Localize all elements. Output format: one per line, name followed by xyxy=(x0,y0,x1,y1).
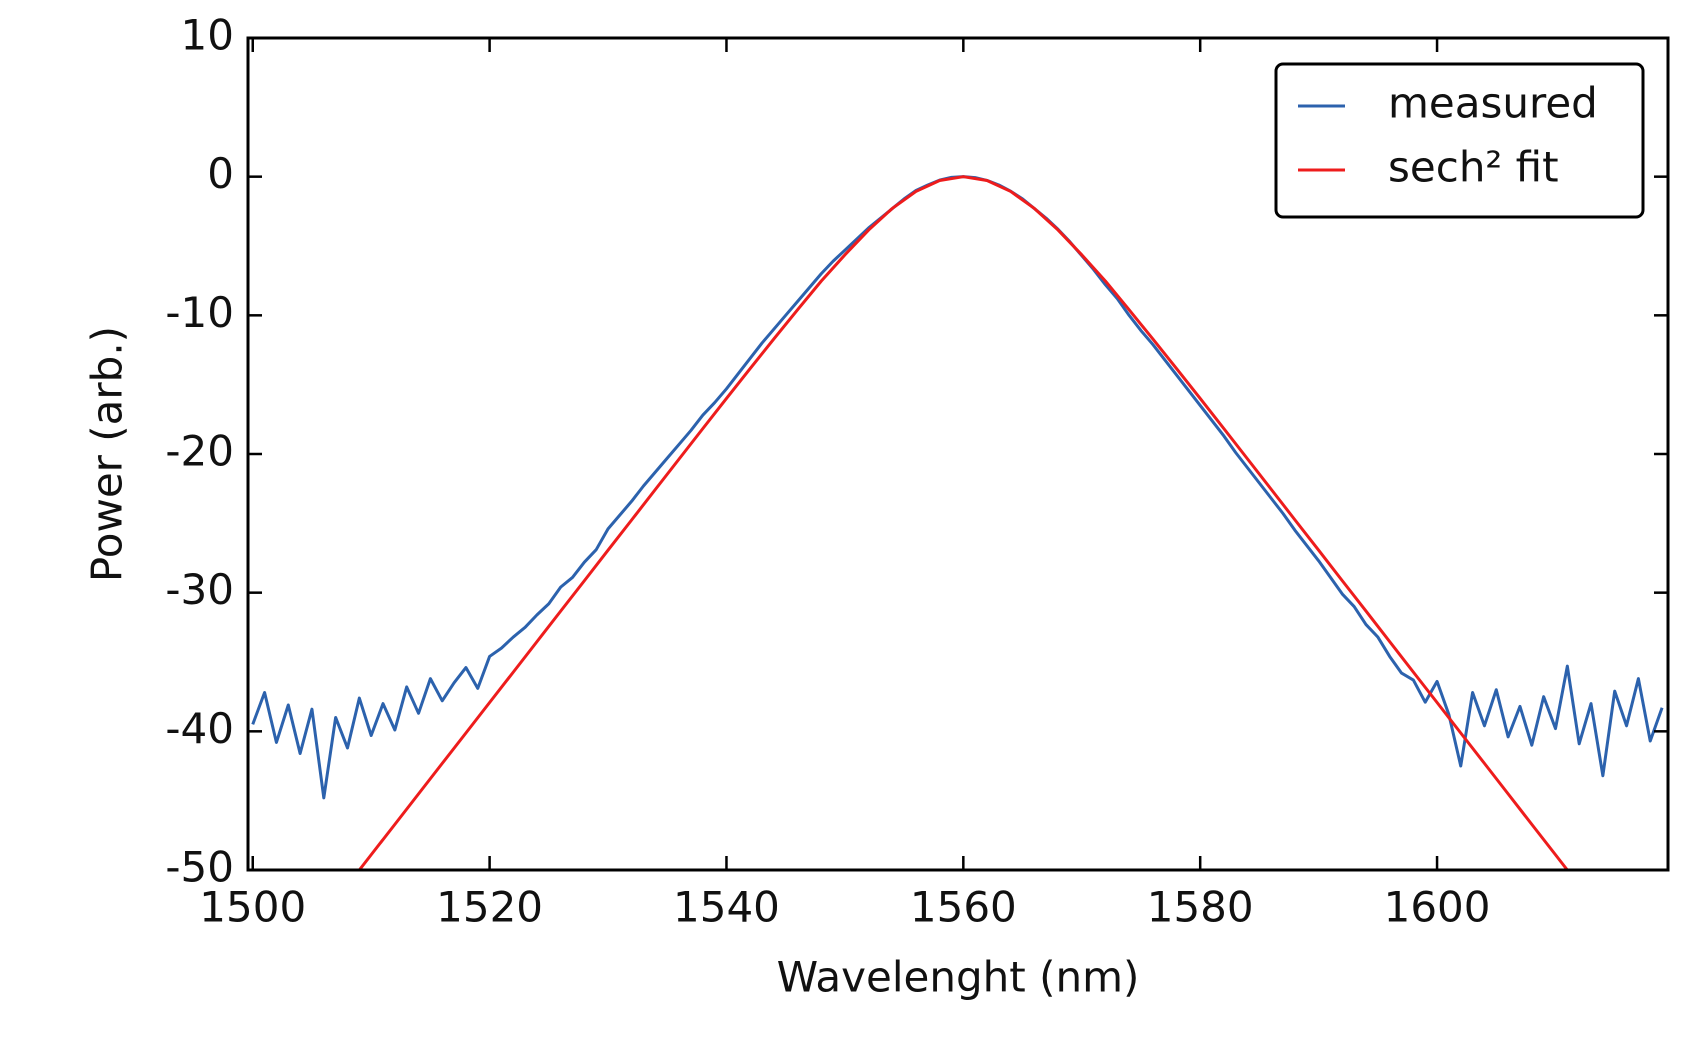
legend-label: sech² fit xyxy=(1388,143,1559,192)
x-axis-label: Wavelenght (nm) xyxy=(777,953,1140,1002)
y-axis-label: Power (arb.) xyxy=(83,326,132,582)
x-tick-label: 1580 xyxy=(1147,883,1254,932)
x-tick-label: 1560 xyxy=(910,883,1017,932)
y-tick-label: -20 xyxy=(165,427,234,476)
series-line xyxy=(358,175,1569,870)
y-tick-label: 10 xyxy=(181,11,234,60)
x-tick-label: 1520 xyxy=(436,883,543,932)
legend-box xyxy=(1274,62,1645,219)
x-tick-label: 1540 xyxy=(673,883,780,932)
legend-label: measured xyxy=(1388,79,1598,128)
y-tick-label: -30 xyxy=(165,565,234,614)
y-tick-label: -40 xyxy=(165,704,234,753)
y-tick-label: -50 xyxy=(165,843,234,892)
y-tick-label: 0 xyxy=(207,149,234,198)
x-tick-label: 1500 xyxy=(199,883,306,932)
plot-lines xyxy=(251,175,1664,870)
y-tick-label: -10 xyxy=(165,288,234,337)
x-tick-label: 1600 xyxy=(1384,883,1491,932)
series-line xyxy=(251,175,1664,800)
